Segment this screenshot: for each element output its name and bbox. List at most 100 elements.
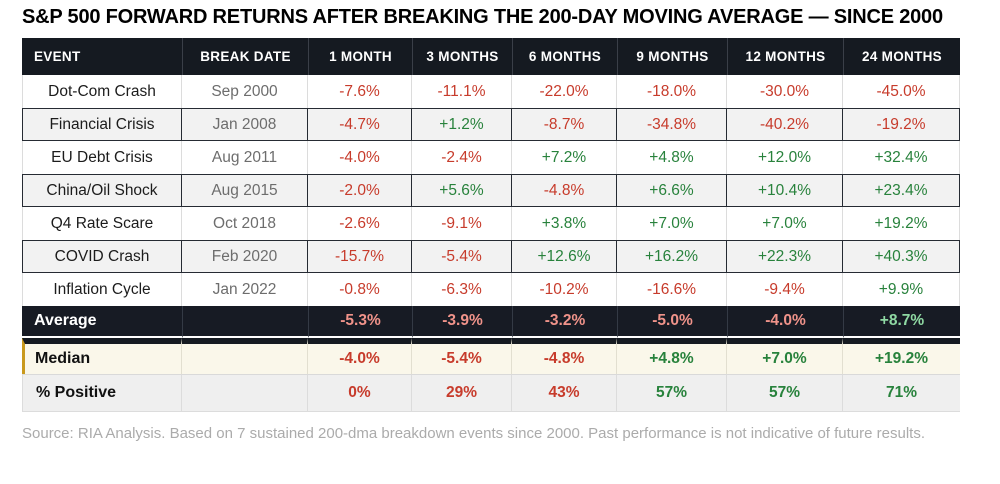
return-cell: +7.2% (512, 141, 617, 174)
return-cell: +16.2% (617, 240, 727, 273)
return-cell: +23.4% (843, 174, 960, 207)
return-cell: -2.6% (308, 207, 412, 240)
event-cell: Inflation Cycle (22, 273, 182, 306)
return-cell: -15.7% (308, 240, 412, 273)
return-cell: -2.4% (412, 141, 512, 174)
break-date-cell: Jan 2022 (182, 273, 308, 306)
return-cell: -22.0% (512, 75, 617, 108)
header-6-months: 6 MONTHS (512, 38, 617, 75)
average-row: Average -5.3% -3.9% -3.2% -5.0% -4.0% +8… (22, 306, 960, 338)
return-cell: 43% (512, 374, 617, 412)
return-cell: +3.8% (512, 207, 617, 240)
header-row: EVENT BREAK DATE 1 MONTH 3 MONTHS 6 MONT… (22, 38, 960, 75)
return-cell: +4.8% (617, 338, 727, 374)
return-cell: +12.0% (727, 141, 843, 174)
break-date-cell: Feb 2020 (182, 240, 308, 273)
percent-positive-row: % Positive 0% 29% 43% 57% 57% 71% (22, 374, 960, 412)
table-row: Financial Crisis Jan 2008 -4.7% +1.2% -8… (22, 108, 960, 141)
return-cell: -5.4% (412, 240, 512, 273)
page-title: S&P 500 FORWARD RETURNS AFTER BREAKING T… (22, 6, 943, 28)
return-cell: +7.0% (617, 207, 727, 240)
return-cell: -9.4% (727, 273, 843, 306)
return-cell: 0% (308, 374, 412, 412)
return-cell: -10.2% (512, 273, 617, 306)
return-cell: 71% (843, 374, 960, 412)
break-date-cell: Sep 2000 (182, 75, 308, 108)
header-3-months: 3 MONTHS (412, 38, 512, 75)
return-cell: 29% (412, 374, 512, 412)
return-cell: -9.1% (412, 207, 512, 240)
page: S&P 500 FORWARD RETURNS AFTER BREAKING T… (22, 6, 960, 442)
return-cell: -5.4% (412, 338, 512, 374)
return-cell: -45.0% (843, 75, 960, 108)
break-date-cell: Aug 2015 (182, 174, 308, 207)
break-date-cell: Aug 2011 (182, 141, 308, 174)
return-cell: +7.0% (727, 207, 843, 240)
return-cell: +10.4% (727, 174, 843, 207)
table-row: COVID Crash Feb 2020 -15.7% -5.4% +12.6%… (22, 240, 960, 273)
return-cell: -8.7% (512, 108, 617, 141)
header-break-date: BREAK DATE (182, 38, 308, 75)
header-12-months: 12 MONTHS (727, 38, 843, 75)
event-cell: Q4 Rate Scare (22, 207, 182, 240)
return-cell: -40.2% (727, 108, 843, 141)
break-date-cell: Jan 2008 (182, 108, 308, 141)
return-cell: -0.8% (308, 273, 412, 306)
return-cell: +8.7% (843, 306, 960, 338)
return-cell: -34.8% (617, 108, 727, 141)
return-cell: -6.3% (412, 273, 512, 306)
return-cell: -19.2% (843, 108, 960, 141)
return-cell: -5.3% (308, 306, 412, 338)
return-cell: +7.0% (727, 338, 843, 374)
header-event: EVENT (22, 38, 182, 75)
header-1-month: 1 MONTH (308, 38, 412, 75)
return-cell: -4.0% (308, 338, 412, 374)
return-cell: -4.0% (308, 141, 412, 174)
table-row: China/Oil Shock Aug 2015 -2.0% +5.6% -4.… (22, 174, 960, 207)
return-cell: +32.4% (843, 141, 960, 174)
return-cell: +6.6% (617, 174, 727, 207)
return-cell: +22.3% (727, 240, 843, 273)
return-cell: -4.7% (308, 108, 412, 141)
summary-label: Median (22, 338, 182, 374)
return-cell: +19.2% (843, 207, 960, 240)
break-date-cell: Oct 2018 (182, 207, 308, 240)
return-cell: -7.6% (308, 75, 412, 108)
return-cell: +19.2% (843, 338, 960, 374)
return-cell: 57% (727, 374, 843, 412)
source-note: Source: RIA Analysis. Based on 7 sustain… (22, 425, 926, 442)
table-row: Inflation Cycle Jan 2022 -0.8% -6.3% -10… (22, 273, 960, 306)
table-row: Dot-Com Crash Sep 2000 -7.6% -11.1% -22.… (22, 75, 960, 108)
return-cell: -5.0% (617, 306, 727, 338)
table-row: EU Debt Crisis Aug 2011 -4.0% -2.4% +7.2… (22, 141, 960, 174)
median-row: Median -4.0% -5.4% -4.8% +4.8% +7.0% +19… (22, 338, 960, 374)
return-cell: -3.2% (512, 306, 617, 338)
return-cell: -4.0% (727, 306, 843, 338)
returns-table: EVENT BREAK DATE 1 MONTH 3 MONTHS 6 MONT… (22, 38, 960, 412)
return-cell: +40.3% (843, 240, 960, 273)
table-row: Q4 Rate Scare Oct 2018 -2.6% -9.1% +3.8%… (22, 207, 960, 240)
return-cell: -4.8% (512, 174, 617, 207)
event-cell: China/Oil Shock (22, 174, 182, 207)
break-date-cell (182, 374, 308, 412)
break-date-cell (182, 338, 308, 374)
break-date-cell (182, 306, 308, 338)
summary-label: % Positive (22, 374, 182, 412)
event-cell: Financial Crisis (22, 108, 182, 141)
return-cell: -4.8% (512, 338, 617, 374)
return-cell: +1.2% (412, 108, 512, 141)
return-cell: -3.9% (412, 306, 512, 338)
return-cell: +4.8% (617, 141, 727, 174)
header-24-months: 24 MONTHS (843, 38, 960, 75)
return-cell: +5.6% (412, 174, 512, 207)
return-cell: -18.0% (617, 75, 727, 108)
return-cell: -2.0% (308, 174, 412, 207)
return-cell: -11.1% (412, 75, 512, 108)
return-cell: -30.0% (727, 75, 843, 108)
event-cell: COVID Crash (22, 240, 182, 273)
return-cell: +12.6% (512, 240, 617, 273)
event-cell: EU Debt Crisis (22, 141, 182, 174)
table-header: EVENT BREAK DATE 1 MONTH 3 MONTHS 6 MONT… (22, 38, 960, 75)
return-cell: +9.9% (843, 273, 960, 306)
summary-label: Average (22, 306, 182, 338)
